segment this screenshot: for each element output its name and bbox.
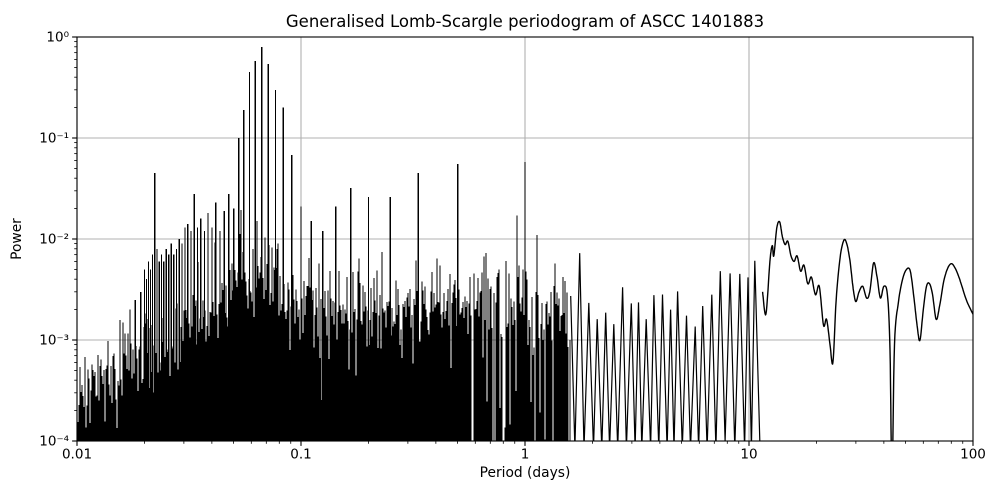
long-period-curve xyxy=(761,220,973,441)
x-axis-label: Period (days) xyxy=(479,465,571,481)
chart-title: Generalised Lomb-Scargle periodogram of … xyxy=(285,12,765,31)
x-tick-label: 100 xyxy=(960,447,986,463)
y-tick-label: 10⁰ xyxy=(46,30,69,46)
y-tick-label: 10⁻³ xyxy=(39,333,69,349)
x-tick-label: 1 xyxy=(521,447,530,463)
mid-period-zigzag xyxy=(570,253,761,441)
x-tick-label: 0.01 xyxy=(62,447,92,463)
x-tick-label: 0.1 xyxy=(290,447,311,463)
axis-ticks xyxy=(72,36,974,446)
alias-peak-comb xyxy=(129,46,538,441)
y-tick-label: 10⁻⁴ xyxy=(39,434,69,450)
y-tick-label: 10⁻² xyxy=(39,232,69,248)
x-tick-label: 10 xyxy=(740,447,757,463)
axis-minor-ticks xyxy=(74,41,964,444)
y-tick-label: 10⁻¹ xyxy=(39,131,69,147)
y-axis-label: Power xyxy=(9,218,25,260)
tick-labels: 0.01 0.1 1 10 100 10⁰ 10⁻¹ 10⁻² 10⁻³ 10⁻⁴ xyxy=(39,30,986,463)
